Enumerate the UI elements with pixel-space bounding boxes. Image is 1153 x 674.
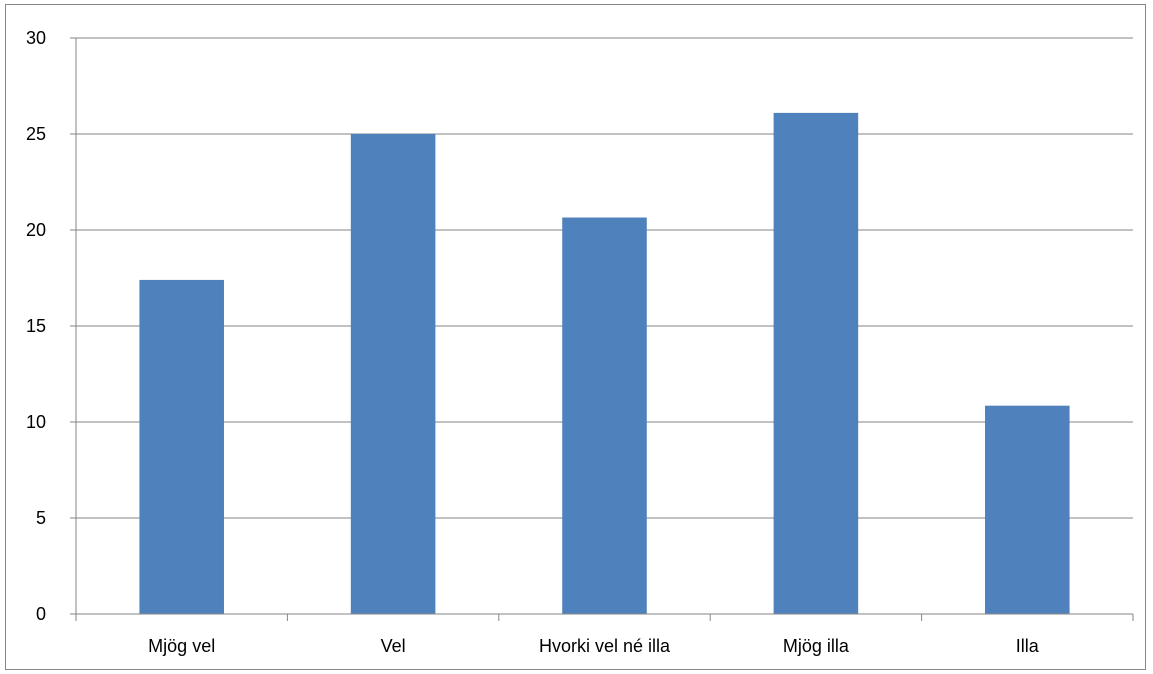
- y-tick-label: 30: [26, 28, 46, 48]
- x-tick-label: Hvorki vel né illa: [539, 636, 671, 656]
- y-tick-label: 0: [36, 604, 46, 624]
- y-tick-labels: 0 5 10 15 20 25 30: [26, 28, 46, 624]
- x-tick-labels: Mjög vel Vel Hvorki vel né illa Mjög illa Il…: [148, 636, 1040, 656]
- bar: [139, 279, 224, 614]
- bars: [139, 112, 1070, 614]
- y-tick-label: 15: [26, 316, 46, 336]
- x-tick-label: Mjög vel: [148, 636, 215, 656]
- gridlines: [76, 37, 1133, 519]
- bar: [562, 217, 647, 614]
- bar: [773, 112, 859, 614]
- y-tick-label: 20: [26, 220, 46, 240]
- x-tick-label: Mjög illa: [783, 636, 850, 656]
- bar: [350, 134, 436, 614]
- y-tick-label: 5: [36, 508, 46, 528]
- axes: [70, 37, 1134, 621]
- bar: [985, 405, 1070, 614]
- y-tick-label: 10: [26, 412, 46, 432]
- x-tick-label: Vel: [381, 636, 406, 656]
- y-tick-label: 25: [26, 124, 46, 144]
- x-tick-label: Illa: [1016, 636, 1040, 656]
